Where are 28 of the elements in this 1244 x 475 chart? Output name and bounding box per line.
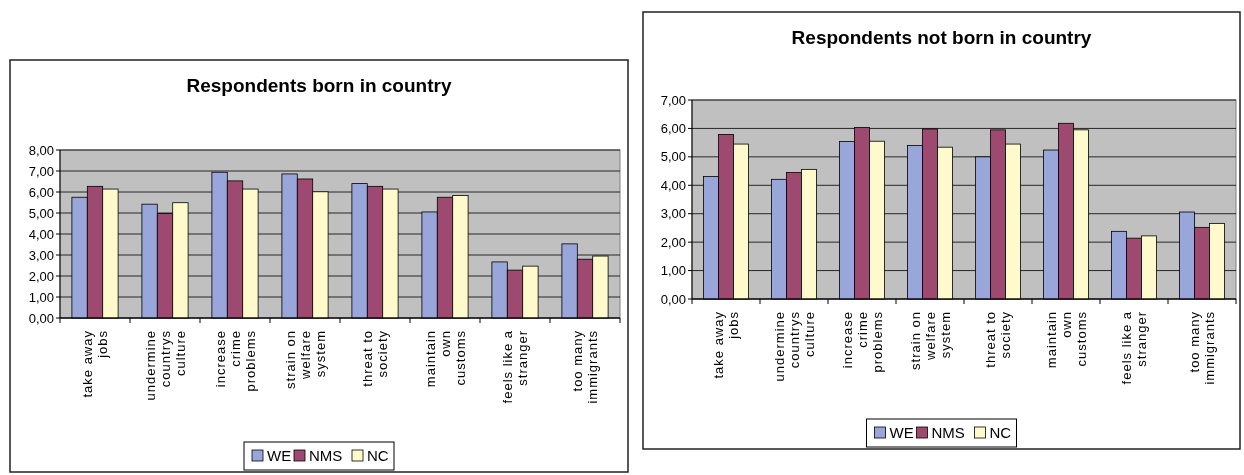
y-tick-label: 3,00 [660, 206, 686, 222]
y-tick-label: 4,00 [660, 177, 686, 193]
legend-label: WE [889, 424, 914, 442]
y-tick-label: 5,00 [28, 205, 54, 221]
y-tick-label: 1,00 [28, 289, 54, 305]
x-tick-label: take away jobs [711, 311, 742, 379]
y-tick-label: 3,00 [28, 247, 54, 263]
y-tick-label: 5,00 [660, 149, 686, 165]
x-tick-label: take away jobs [80, 330, 111, 398]
chart-title: Respondents not born in country [791, 27, 1092, 48]
y-tick-label: 0,00 [28, 310, 54, 326]
y-tick-label: 7,00 [660, 92, 686, 108]
y-tick-label: 6,00 [28, 184, 54, 200]
legend-label: NMS [931, 424, 965, 442]
y-tick-label: 7,00 [28, 163, 54, 179]
x-tick-label: undermine countrys culture [142, 330, 188, 401]
y-tick-label: 6,00 [660, 120, 686, 136]
legend-label: NC [989, 424, 1012, 442]
legend-label: WE [267, 447, 292, 465]
y-tick-label: 0,00 [660, 291, 686, 307]
legend-label: NC [367, 447, 389, 465]
legend-label: NMS [309, 447, 343, 465]
y-tick-label: 1,00 [660, 263, 686, 279]
y-tick-label: 2,00 [28, 268, 54, 284]
chart-title: Respondents born in country [186, 75, 452, 96]
y-tick-label: 2,00 [660, 234, 686, 250]
y-tick-label: 4,00 [28, 226, 54, 242]
y-tick-label: 8,00 [28, 142, 54, 158]
